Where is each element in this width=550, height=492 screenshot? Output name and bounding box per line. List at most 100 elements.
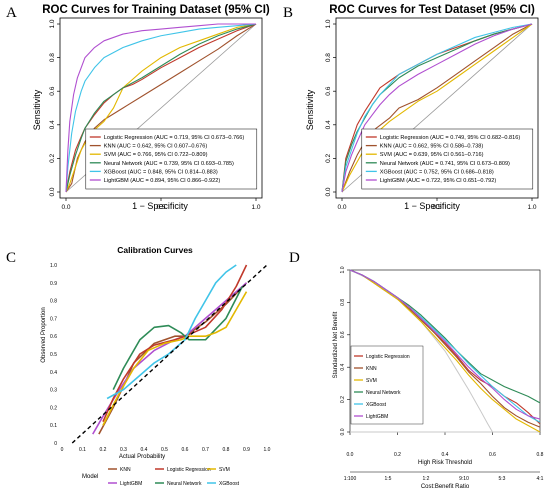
- roc-test-ytick-label: 0.8: [325, 53, 332, 62]
- roc-test-xtick-label: 0.0: [337, 204, 346, 211]
- calibration-xtick-label: 0.3: [120, 447, 127, 453]
- calibration-legend-label-neural-network: Neural Network: [167, 481, 202, 487]
- decision-curve-ytick-label: 0.4: [340, 364, 346, 371]
- panel-letter-a: A: [6, 5, 17, 21]
- calibration-ytick-label: 0.7: [50, 316, 57, 322]
- panel-letter-b: B: [283, 5, 293, 21]
- calibration-xtick-label: 0.7: [202, 447, 209, 453]
- calibration-xtick-label: 0: [61, 447, 64, 453]
- calibration-ytick-label: 0.9: [50, 281, 57, 287]
- decision-curve-ratio-tick-label: 5:3: [499, 476, 506, 482]
- roc-test-panel: ROC Curves for Test Dataset (95% CI) 0.0…: [305, 4, 539, 211]
- roc-training-ytick-label: 1.0: [49, 19, 56, 28]
- roc-test-legend-label-neural-network: Neural Network (AUC = 0.741, 95% CI 0.67…: [380, 161, 510, 167]
- decision-curve-xlabel: High Risk Threshold: [418, 460, 472, 466]
- roc-test-series-svm: [341, 23, 533, 193]
- roc-test-series-knn: [341, 23, 533, 193]
- roc-test-ytick-label: 0.4: [325, 120, 332, 129]
- roc-training-ytick-label: 0.0: [49, 187, 56, 196]
- roc-test-series-xgboost: [341, 23, 533, 193]
- calibration-legend-title: Model: [82, 474, 98, 480]
- roc-training-ytick-label: 0.6: [49, 86, 56, 95]
- decision-curve-xtick-label: 0.0: [347, 452, 354, 458]
- roc-training-ytick-label: 0.2: [49, 154, 56, 163]
- calibration-xtick-label: 0.5: [161, 447, 168, 453]
- calibration-legend-label-knn: KNN: [120, 467, 131, 473]
- roc-training-xtick-label: 0.5: [156, 204, 165, 211]
- decision-curve-series-lightgbm: [349, 269, 541, 420]
- roc-test-title: ROC Curves for Test Dataset (95% CI): [329, 4, 535, 16]
- calibration-series-svm: [102, 291, 248, 426]
- roc-training-legend-box: [85, 128, 258, 190]
- decision-curve-legend-label-lightgbm: LightGBM: [366, 414, 388, 420]
- calibration-legend-label-logistic-regression: Logistic Regression: [167, 467, 211, 473]
- decision-curve-legend-label-knn: KNN: [366, 366, 377, 372]
- calibration-xtick-label: 0.4: [141, 447, 148, 453]
- calibration-series-neural-network: [112, 285, 244, 390]
- decision-curve-legend-label-svm: SVM: [366, 378, 377, 384]
- decision-curve-ytick-label: 0.0: [340, 428, 346, 435]
- roc-training-legend-label-knn: KNN (AUC = 0.642, 95% CI 0.607–0.676): [104, 144, 208, 150]
- roc-training-panel: ROC Curves for Training Dataset (95% CI)…: [32, 4, 270, 211]
- decision-curve-xtick-label: 0.2: [394, 452, 401, 458]
- roc-training-series-xgboost: [65, 23, 257, 193]
- roc-test-legend: Logistic Regression (AUC = 0.749, 95% CI…: [361, 128, 534, 190]
- calibration-plot-area: 0 0.1 0.2 0.3 0.4 0.5 0.6 0.7 0.8 0.9 1.0 0 0.1 0.2 0.…: [50, 263, 271, 453]
- decision-curve-ytick-label: 1.0: [340, 266, 346, 273]
- roc-test-legend-label-logistic-regression: Logistic Regression (AUC = 0.749, 95% CI…: [380, 135, 521, 141]
- roc-training-series-neural-network: [65, 23, 257, 193]
- roc-test-xtick-label: 0.5: [432, 204, 441, 211]
- roc-training-series-lightgbm: [65, 23, 256, 193]
- decision-curve-legend-label-neural-network: Neural Network: [366, 390, 401, 396]
- decision-curve-ytick-label: 0.6: [340, 331, 346, 338]
- roc-training-series-knn: [65, 23, 257, 193]
- roc-training-legend-label-xgboost: XGBoost (AUC = 0.848, 95% CI 0.814–0.883…: [104, 169, 218, 175]
- roc-test-legend-label-xgboost: XGBoost (AUC = 0.752, 95% CI 0.686–0.818…: [380, 169, 494, 175]
- calibration-ytick-label: 0.4: [50, 370, 57, 376]
- calibration-ytick-label: 1.0: [50, 263, 57, 269]
- decision-curve-panel: 0.0 0.2 0.4 0.6 0.8 1.0 0.0 0.2 0.4 0.6 0.8 1:100 1:…: [333, 266, 544, 490]
- calibration-ylabel: Observed Proportion: [41, 307, 47, 362]
- decision-curve-ytick-label: 0.2: [340, 396, 346, 403]
- decision-curve-ratio-tick-label: 1:5: [385, 476, 392, 482]
- calibration-xtick-label: 0.1: [79, 447, 86, 453]
- roc-training-ytick-label: 0.8: [49, 53, 56, 62]
- roc-training-ylabel: Sensitivity: [32, 89, 42, 130]
- panel-letter-c: C: [6, 250, 16, 266]
- calibration-legend-label-xgboost: XGBoost: [219, 481, 240, 487]
- roc-test-plot-area: 0.0 0.2 0.4 0.6 0.8 1.0 0.0 0.5 1.0 Logistic Regr…: [325, 17, 539, 211]
- decision-curve-ratio-tick-label: 9:10: [459, 476, 469, 482]
- roc-test-legend-label-knn: KNN (AUC = 0.662, 95% CI 0.586–0.738): [380, 144, 484, 150]
- roc-test-legend-box: [361, 128, 534, 190]
- decision-curve-ratio-tick-label: 1:100: [344, 476, 357, 482]
- calibration-ytick-label: 0.6: [50, 334, 57, 340]
- calibration-ytick-label: 0.1: [50, 423, 57, 429]
- roc-test-legend-label-lightgbm: LightGBM (AUC = 0.722, 95% CI 0.651–0.79…: [380, 178, 497, 184]
- calibration-legend-label-svm: SVM: [219, 467, 230, 473]
- decision-curve-series-svm: [349, 269, 541, 433]
- roc-training-xlabel: 1 − Specificity: [132, 201, 188, 211]
- roc-test-ytick-label: 0.0: [325, 187, 332, 196]
- roc-test-xtick-label: 1.0: [527, 204, 536, 211]
- calibration-panel: Calibration Curves 0 0.1 0.2 0.3 0.4 0.5 0.6 0.…: [41, 245, 271, 487]
- roc-test-ytick-label: 0.6: [325, 86, 332, 95]
- roc-test-legend-label-svm: SVM (AUC = 0.639, 95% CI 0.561–0.716): [380, 152, 484, 158]
- calibration-series-xgboost: [106, 264, 237, 400]
- calibration-legend-label-lightgbm: LightGBM: [120, 481, 142, 487]
- calibration-xtick-label: 0.6: [182, 447, 189, 453]
- decision-curve-legend-label-logistic-regression: Logistic Regression: [366, 354, 410, 360]
- calibration-series-logistic-regression: [102, 264, 248, 422]
- roc-training-ytick-label: 0.4: [49, 120, 56, 129]
- calibration-title: Calibration Curves: [117, 245, 193, 255]
- roc-training-series-svm: [65, 23, 257, 193]
- decision-curve-xlabel2: Cost:Benefit Ratio: [421, 484, 470, 490]
- decision-curve-legend: Logistic Regression KNN SVM Neural Network X…: [350, 345, 424, 425]
- panel-letter-d: D: [289, 250, 300, 266]
- calibration-xtick-label: 0.8: [223, 447, 230, 453]
- calibration-ytick-label: 0: [54, 441, 57, 447]
- roc-training-xtick-label: 1.0: [251, 204, 260, 211]
- calibration-ytick-label: 0.3: [50, 388, 57, 394]
- decision-curve-ratio-tick-label: 4:1: [537, 476, 544, 482]
- roc-training-legend-label-svm: SVM (AUC = 0.766, 95% CI 0.722–0.809): [104, 152, 208, 158]
